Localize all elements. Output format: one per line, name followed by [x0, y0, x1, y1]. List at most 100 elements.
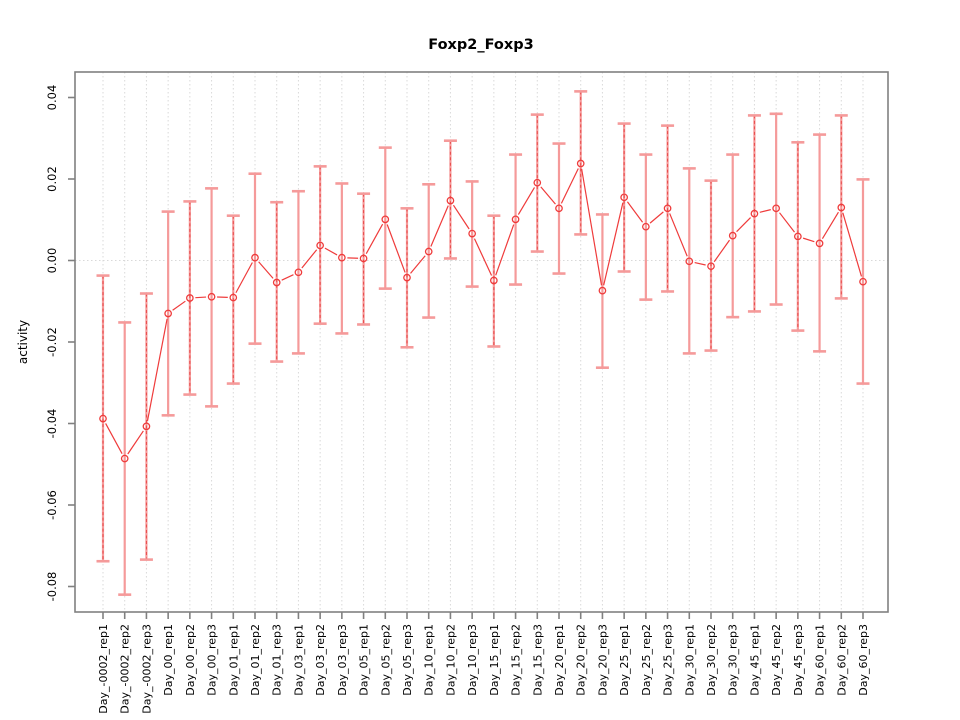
- data-point: [533, 178, 542, 187]
- data-point: [294, 268, 303, 277]
- x-tick-label: Day_60_rep2: [835, 624, 848, 696]
- x-tick-label: Day_20_rep3: [596, 624, 609, 696]
- data-point: [338, 253, 346, 262]
- data-point: [598, 286, 607, 295]
- data-point: [772, 204, 780, 213]
- y-tick-label: -0.04: [45, 409, 59, 439]
- series-line-segment: [649, 211, 664, 224]
- x-tick-label: Day_00_rep2: [184, 624, 197, 696]
- series-line-segment: [172, 300, 186, 311]
- data-point: [99, 414, 107, 423]
- data-point: [446, 196, 455, 205]
- series-line-segment: [802, 237, 815, 243]
- data-point: [555, 204, 563, 213]
- x-tick-label: Day_00_rep3: [206, 624, 219, 696]
- grid-layer: [75, 72, 888, 612]
- data-point: [837, 203, 846, 212]
- data-point: [490, 276, 498, 285]
- data-point: [424, 247, 433, 256]
- series-line-segment: [195, 296, 207, 299]
- series-line-segment: [452, 204, 470, 230]
- series-line-segment: [146, 318, 168, 422]
- data-point: [468, 229, 476, 238]
- x-tick-label: Day_00_rep1: [162, 624, 175, 696]
- data-point: [251, 253, 259, 262]
- series-line-segment: [105, 423, 123, 454]
- x-tick-label: Day_30_rep3: [727, 624, 740, 696]
- data-point: [750, 209, 759, 218]
- series-line-segment: [560, 168, 579, 204]
- plot-box: [74, 71, 889, 613]
- data-point: [707, 262, 715, 271]
- y-tick-label: -0.02: [45, 327, 59, 357]
- data-layer: [96, 90, 870, 596]
- series-line-segment: [430, 205, 449, 247]
- series-line-segment: [517, 187, 535, 215]
- data-point: [728, 231, 737, 240]
- y-axis-label: activity: [16, 320, 30, 364]
- x-tick-label: Day_30_rep1: [683, 624, 696, 696]
- x-tick-label: Day_01_rep3: [271, 624, 284, 696]
- data-point: [685, 257, 694, 266]
- series-line-segment: [759, 209, 771, 213]
- data-point: [511, 215, 520, 224]
- y-tick-label: 0.02: [45, 166, 59, 192]
- series-line-segment: [235, 262, 253, 294]
- data-point: [359, 254, 368, 263]
- x-tick-label: Day_10_rep2: [444, 624, 457, 696]
- series-line-segment: [301, 249, 318, 269]
- series-line-segment: [694, 261, 706, 266]
- series-line-segment: [281, 274, 294, 281]
- x-tick-label: Day_15_rep2: [510, 624, 523, 696]
- x-tick-label: Day_60_rep3: [857, 624, 870, 696]
- series-line-segment: [324, 247, 338, 256]
- x-tick-label: Day_15_rep3: [531, 624, 544, 696]
- x-tick-label: Day_20_rep2: [575, 624, 588, 696]
- x-tick-label: Day_45_rep1: [748, 624, 761, 696]
- series-line-segment: [365, 223, 384, 254]
- x-tick-label: Day_10_rep3: [466, 624, 479, 696]
- x-tick-label: Day_25_rep1: [618, 624, 631, 696]
- series-line-segment: [473, 238, 493, 276]
- series-line-segment: [540, 186, 556, 205]
- series-line-segment: [821, 211, 839, 239]
- data-point: [576, 159, 585, 168]
- chart-title: Foxp2_Foxp3: [428, 37, 533, 53]
- data-point: [229, 293, 238, 302]
- data-point: [186, 294, 194, 302]
- x-tick-label: Day_10_rep1: [423, 624, 436, 696]
- x-tick-label: Day_25_rep3: [662, 624, 675, 696]
- x-tick-label: Day_-0002_rep1: [97, 624, 110, 714]
- x-tick-label: Day_05_rep2: [379, 624, 392, 696]
- x-tick-label: Day_-0002_rep2: [119, 624, 132, 714]
- x-tick-label: Day_05_rep3: [401, 624, 414, 696]
- data-point: [663, 204, 672, 213]
- x-tick-label: Day_-0002_rep3: [140, 624, 153, 714]
- data-point: [142, 422, 151, 431]
- data-point: [272, 278, 281, 287]
- x-tick-label: Day_45_rep3: [792, 624, 805, 696]
- data-point: [642, 222, 650, 231]
- x-tick-label: Day_03_rep3: [336, 624, 349, 696]
- series-line-segment: [603, 202, 624, 286]
- y-tick-label: -0.08: [45, 572, 59, 602]
- series-line-segment: [669, 213, 688, 257]
- data-point: [381, 215, 390, 224]
- x-tick-label: Day_05_rep1: [358, 624, 371, 696]
- data-point: [794, 232, 802, 241]
- series-line-segment: [410, 255, 426, 274]
- data-point: [164, 309, 172, 318]
- series-line-segment: [779, 212, 795, 233]
- series-line-segment: [495, 224, 515, 276]
- series-line-segment: [258, 261, 274, 279]
- data-point: [403, 273, 411, 282]
- data-point: [859, 277, 867, 286]
- x-tick-label: Day_25_rep2: [640, 624, 653, 696]
- series-line-segment: [127, 430, 144, 455]
- series-line-segment: [736, 217, 751, 233]
- data-point: [207, 292, 216, 301]
- series-line-segment: [842, 212, 863, 277]
- series-line-segment: [713, 239, 731, 263]
